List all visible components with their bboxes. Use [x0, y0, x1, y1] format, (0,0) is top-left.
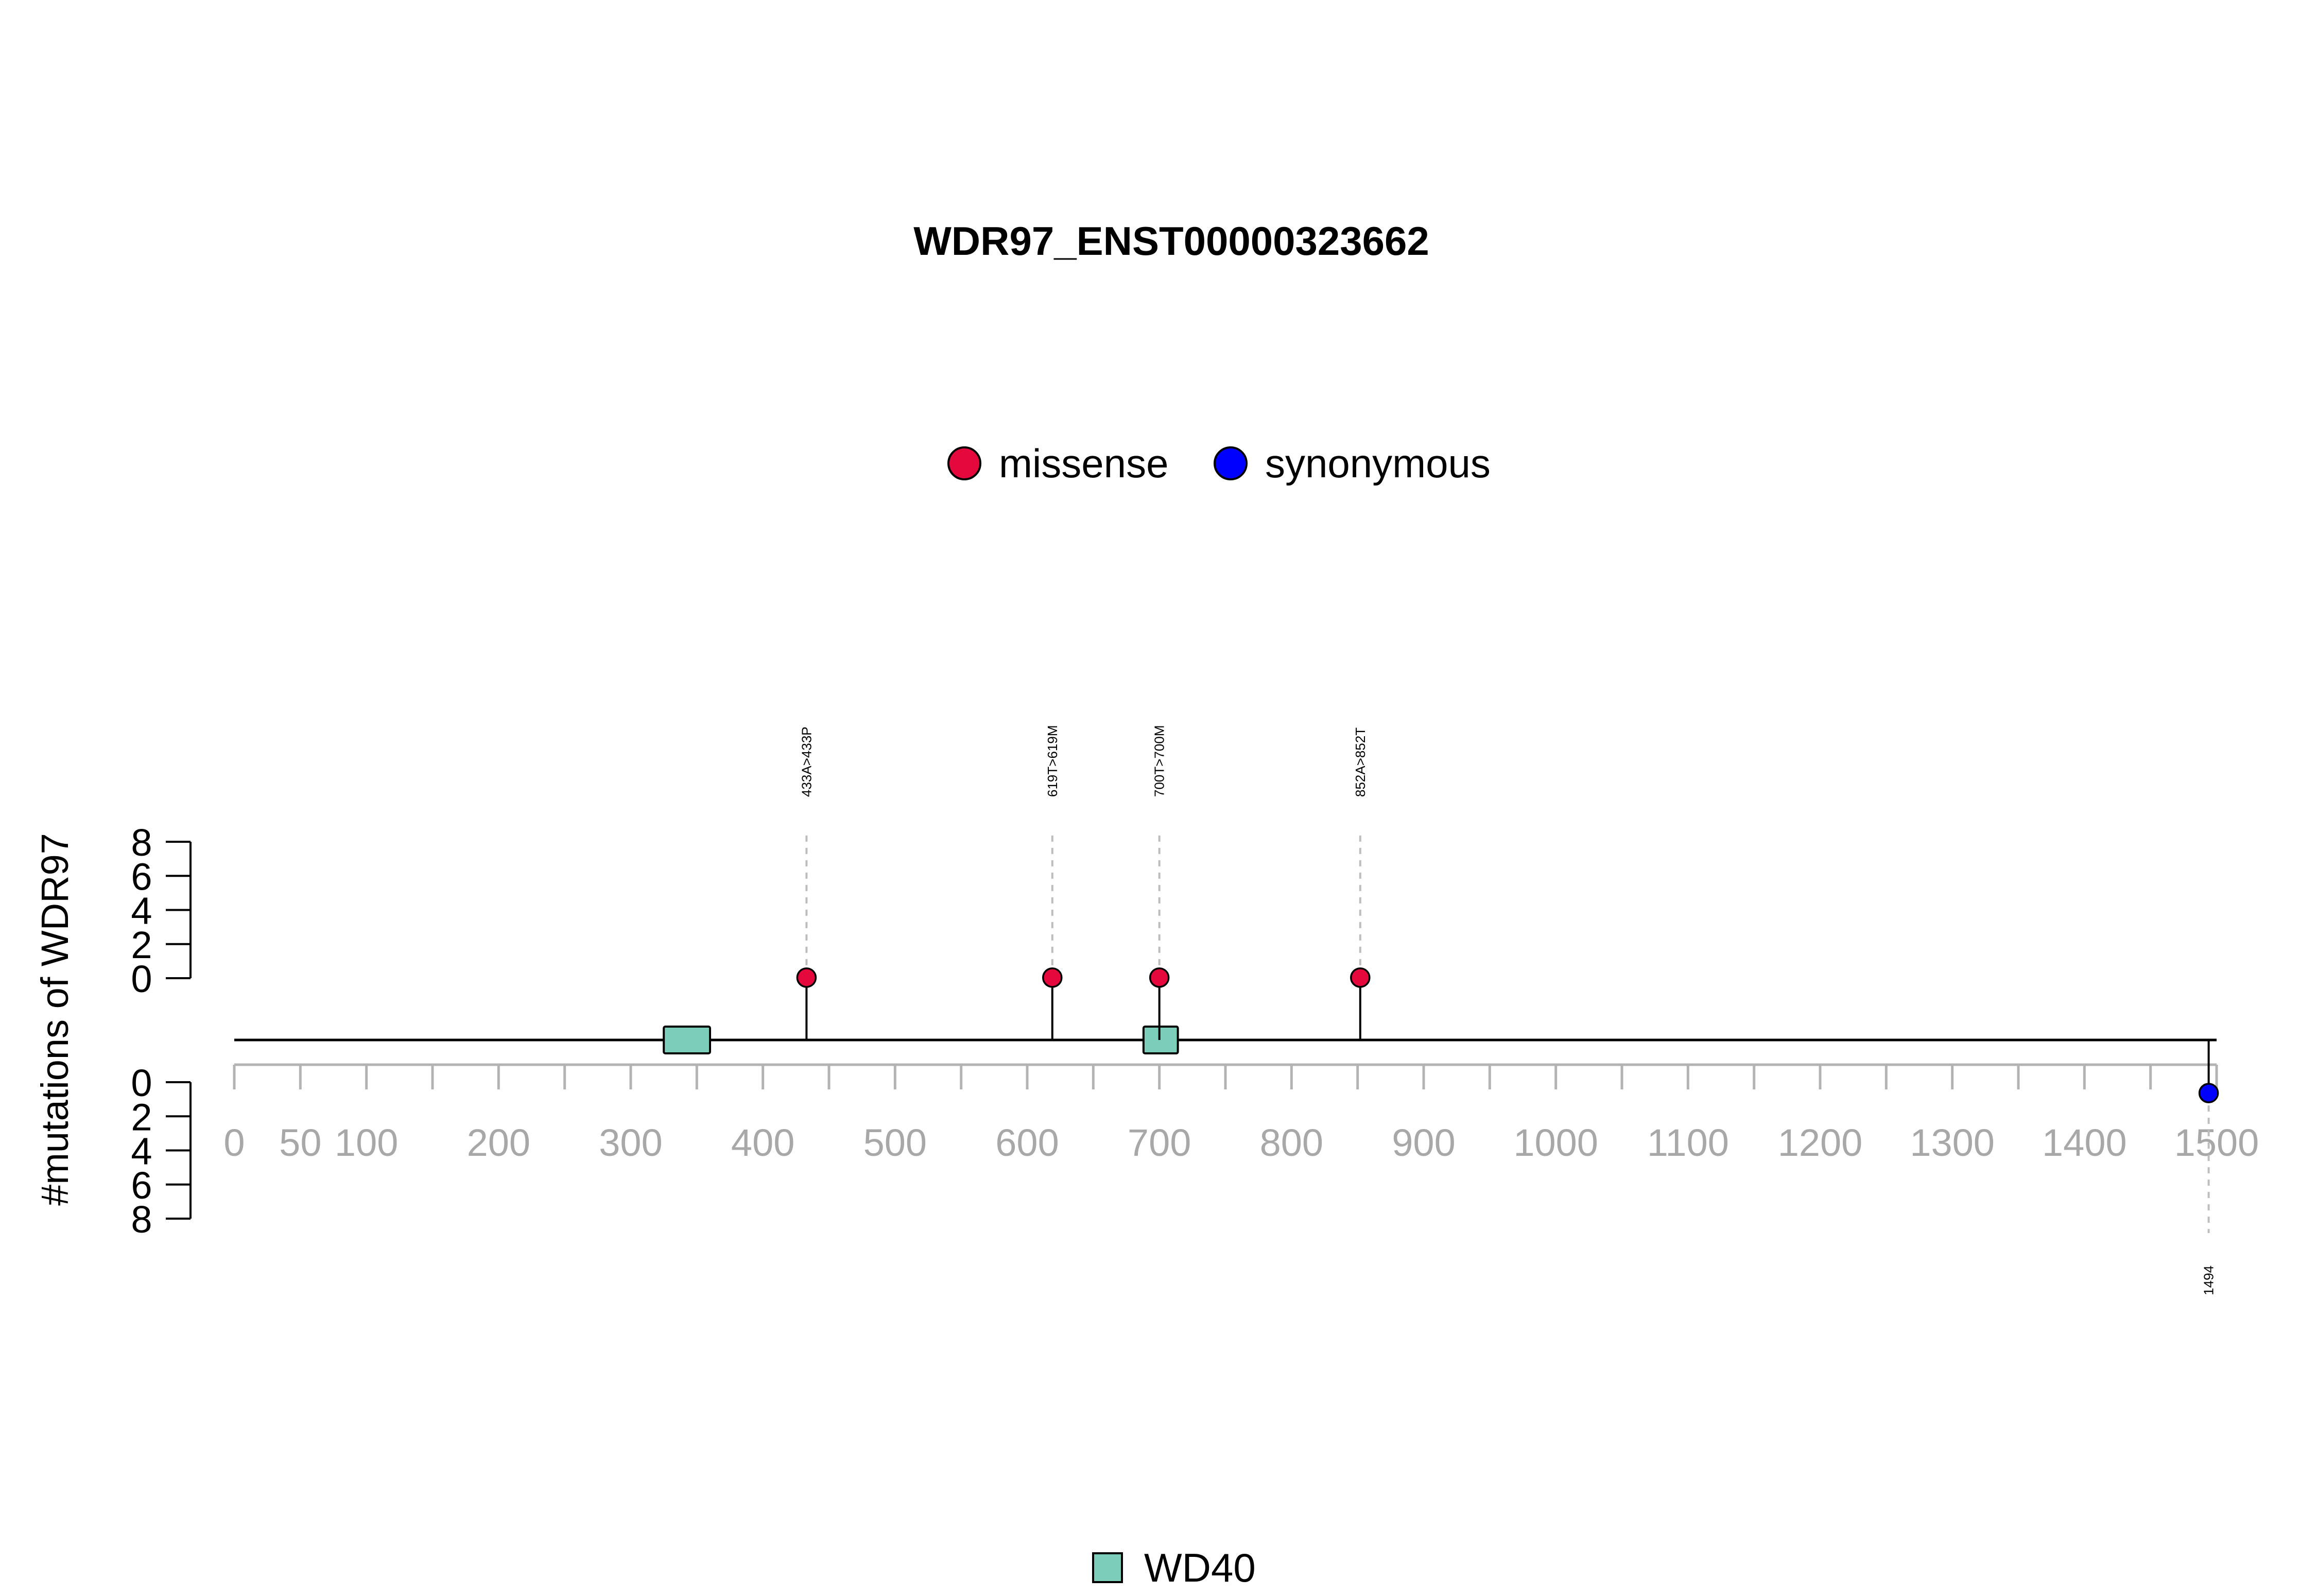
- mutation-label-2: 700T>700M: [1152, 725, 1167, 797]
- y-tick-label-bottom-6: 6: [131, 1164, 152, 1207]
- x-tick-label-1100: 1100: [1647, 1121, 1729, 1164]
- mutation-point-0: [796, 967, 817, 988]
- y-tick-label-bottom-0: 0: [131, 1062, 152, 1104]
- y-tick-label-bottom-4: 4: [131, 1130, 152, 1173]
- x-tick-label-200: 200: [467, 1121, 530, 1164]
- legend-swatch-missense: [947, 446, 981, 480]
- x-tick-label-0: 0: [223, 1121, 245, 1164]
- x-tick-label-100: 100: [335, 1121, 398, 1164]
- mutation-point-1: [1042, 967, 1063, 988]
- mutation-point-4: [2198, 1083, 2219, 1103]
- x-tick-label-400: 400: [731, 1121, 794, 1164]
- mutation-stems: [805, 834, 2210, 1233]
- x-axis: 0 50 100 200 300 400 500 600 700 800 900 1000 1100 12…: [223, 1063, 2259, 1164]
- mutation-label-3: 852A>852T: [1353, 727, 1368, 797]
- x-tick-label-1000: 1000: [1513, 1121, 1598, 1164]
- domain-legend: WD40: [1092, 1545, 1256, 1590]
- mutation-point-2: [1149, 967, 1170, 988]
- y-tick-label-top-0: 0: [131, 958, 152, 1000]
- y-tick-label-top-8: 8: [131, 821, 152, 864]
- y-tick-label-top-2: 2: [131, 924, 152, 966]
- mutation-points: [796, 967, 2219, 1103]
- x-tick-label-700: 700: [1128, 1121, 1191, 1164]
- mutation-label-0: 433A>433P: [799, 726, 814, 797]
- x-tick-label-1300: 1300: [1910, 1121, 1995, 1164]
- legend-label-missense: missense: [999, 441, 1168, 486]
- x-tick-label-600: 600: [995, 1121, 1059, 1164]
- x-tick-label-1400: 1400: [2042, 1121, 2127, 1164]
- domain-legend-label-WD40: WD40: [1144, 1545, 1256, 1590]
- mutation-labels: 433A>433P 619T>619M 700T>700M 852A>852T 1494: [799, 725, 2216, 1295]
- chart-title: WDR97_ENST00000323662: [913, 218, 1429, 264]
- x-tick-label-900: 900: [1392, 1121, 1455, 1164]
- mutation-label-1: 619T>619M: [1045, 725, 1060, 797]
- y-tick-label-bottom-8: 8: [131, 1198, 152, 1241]
- x-tick-label-500: 500: [863, 1121, 927, 1164]
- x-tick-label-800: 800: [1260, 1121, 1323, 1164]
- y-tick-label-top-6: 6: [131, 855, 152, 898]
- protein-domains: [663, 1026, 1179, 1054]
- domain-box-1: [1142, 1026, 1179, 1054]
- mutation-point-3: [1350, 967, 1371, 988]
- y-tick-label-top-4: 4: [131, 890, 152, 932]
- domain-box-0: [663, 1026, 711, 1054]
- legend-swatch-synonymous: [1214, 446, 1248, 480]
- mutation-label-4: 1494: [2201, 1265, 2217, 1295]
- x-tick-label-1500: 1500: [2174, 1121, 2259, 1164]
- y-tick-label-bottom-2: 2: [131, 1096, 152, 1138]
- domain-legend-swatch-WD40: [1092, 1552, 1123, 1583]
- legend-label-synonymous: synonymous: [1265, 441, 1491, 486]
- x-tick-label-1200: 1200: [1778, 1121, 1863, 1164]
- x-tick-label-300: 300: [599, 1121, 662, 1164]
- y-axis-label: #mutations of WDR97: [33, 833, 76, 1206]
- mutation-type-legend: missense synonymous: [947, 441, 1491, 486]
- x-tick-label-50: 50: [279, 1121, 321, 1164]
